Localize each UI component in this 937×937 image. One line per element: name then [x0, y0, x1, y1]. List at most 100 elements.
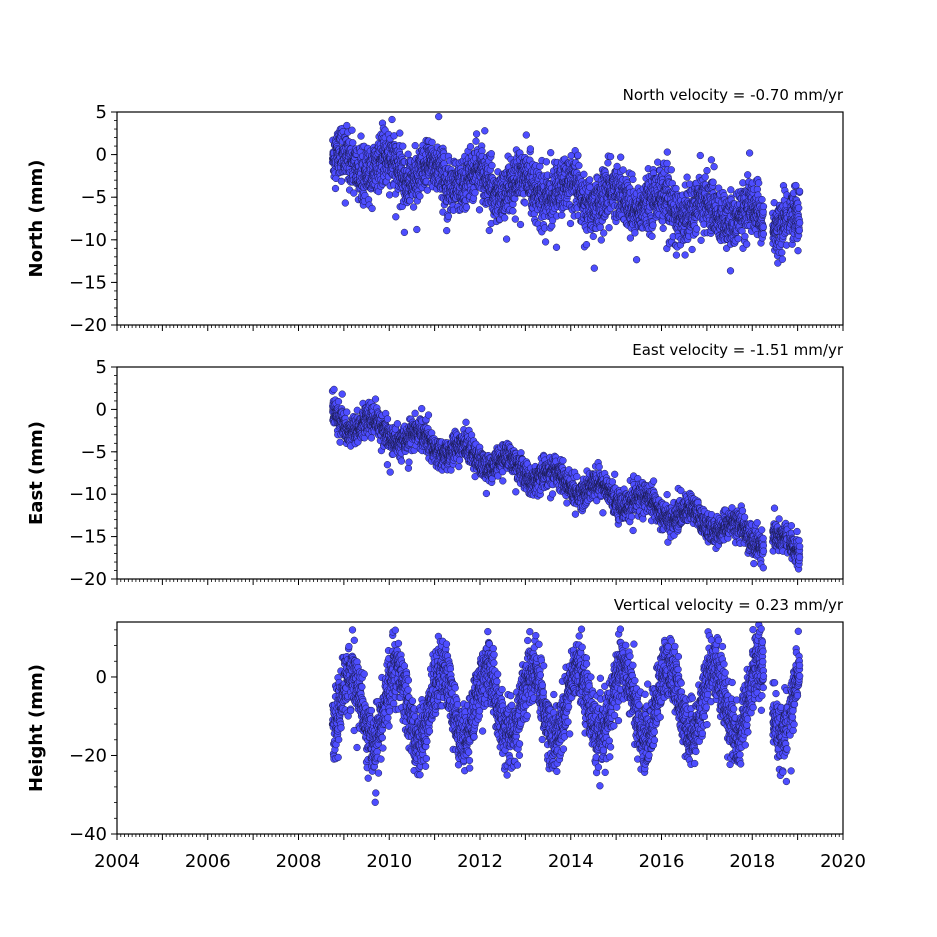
data-point — [586, 176, 594, 184]
data-point — [481, 127, 489, 135]
data-point — [663, 159, 671, 168]
data-point — [511, 215, 519, 223]
data-point — [649, 221, 657, 229]
data-point — [631, 229, 639, 237]
data-point — [741, 232, 749, 241]
y-tick-label: −20 — [69, 315, 107, 336]
data-point — [582, 240, 591, 249]
data-point — [759, 223, 767, 231]
data-point — [580, 170, 588, 178]
data-point — [343, 408, 351, 416]
data-point — [418, 404, 426, 413]
data-point — [348, 126, 356, 134]
data-point — [336, 438, 344, 446]
data-point — [743, 240, 751, 248]
data-point — [759, 202, 768, 211]
north-velocity-title: North velocity = -0.70 mm/yr — [623, 86, 844, 104]
data-point — [600, 229, 608, 237]
data-point — [502, 235, 511, 243]
data-point — [337, 177, 346, 185]
data-point — [672, 251, 681, 259]
data-point — [367, 434, 376, 442]
data-point — [516, 220, 525, 229]
data-point — [509, 207, 517, 215]
data-point — [795, 204, 803, 212]
data-point — [396, 129, 404, 137]
data-point — [416, 192, 424, 200]
data-point — [522, 131, 530, 139]
data-point — [472, 130, 481, 138]
data-point — [604, 159, 612, 167]
data-point — [343, 121, 351, 130]
data-point — [558, 211, 566, 219]
data-point — [334, 397, 343, 406]
data-point — [589, 232, 597, 241]
data-point — [471, 189, 479, 197]
data-point — [526, 145, 535, 153]
data-point — [443, 226, 451, 235]
data-point — [475, 206, 484, 214]
data-point — [796, 219, 804, 227]
data-point — [709, 178, 717, 186]
data-point — [605, 224, 613, 232]
data-point — [663, 148, 671, 156]
data-point — [542, 158, 551, 166]
data-point — [794, 247, 802, 255]
data-point — [331, 184, 340, 193]
data-point — [413, 225, 421, 234]
data-point — [739, 179, 747, 187]
data-point — [405, 458, 413, 466]
data-point — [409, 203, 418, 211]
data-point — [488, 161, 496, 170]
data-point — [574, 151, 582, 159]
data-point — [667, 166, 675, 174]
data-point — [693, 225, 701, 233]
data-point — [388, 115, 396, 124]
data-point — [350, 189, 358, 197]
data-point — [617, 153, 625, 161]
data-point — [435, 112, 443, 121]
data-point — [575, 161, 583, 170]
data-point — [648, 232, 656, 240]
data-point — [462, 418, 470, 426]
data-point — [428, 138, 436, 147]
data-point — [681, 251, 689, 259]
data-point — [703, 166, 711, 175]
data-point — [330, 385, 338, 394]
data-point — [383, 415, 392, 423]
data-point — [404, 464, 413, 472]
data-point — [597, 236, 605, 244]
data-point — [385, 191, 394, 199]
y-tick-label: −15 — [69, 272, 107, 293]
data-point — [411, 141, 419, 150]
data-point — [590, 264, 598, 272]
data-point — [368, 204, 376, 213]
data-point — [404, 150, 412, 158]
north-axis-label: North (mm) — [26, 160, 47, 278]
data-point — [672, 184, 680, 193]
y-tick-label: 5 — [96, 102, 107, 123]
data-point — [778, 255, 787, 263]
data-point — [371, 395, 380, 403]
data-point — [399, 142, 407, 150]
data-point — [619, 166, 627, 174]
data-point — [547, 149, 555, 157]
data-point — [400, 228, 409, 237]
data-point — [487, 150, 495, 158]
data-point — [778, 248, 786, 257]
data-point — [386, 468, 394, 476]
data-point — [552, 243, 561, 251]
data-points — [328, 112, 804, 275]
data-point — [424, 411, 433, 419]
data-point — [707, 156, 716, 164]
data-point — [393, 420, 402, 428]
data-point — [758, 195, 766, 204]
data-point — [659, 224, 667, 233]
data-point — [745, 149, 754, 157]
data-point — [632, 256, 641, 264]
y-tick-label: 0 — [96, 145, 107, 166]
data-point — [521, 199, 529, 207]
